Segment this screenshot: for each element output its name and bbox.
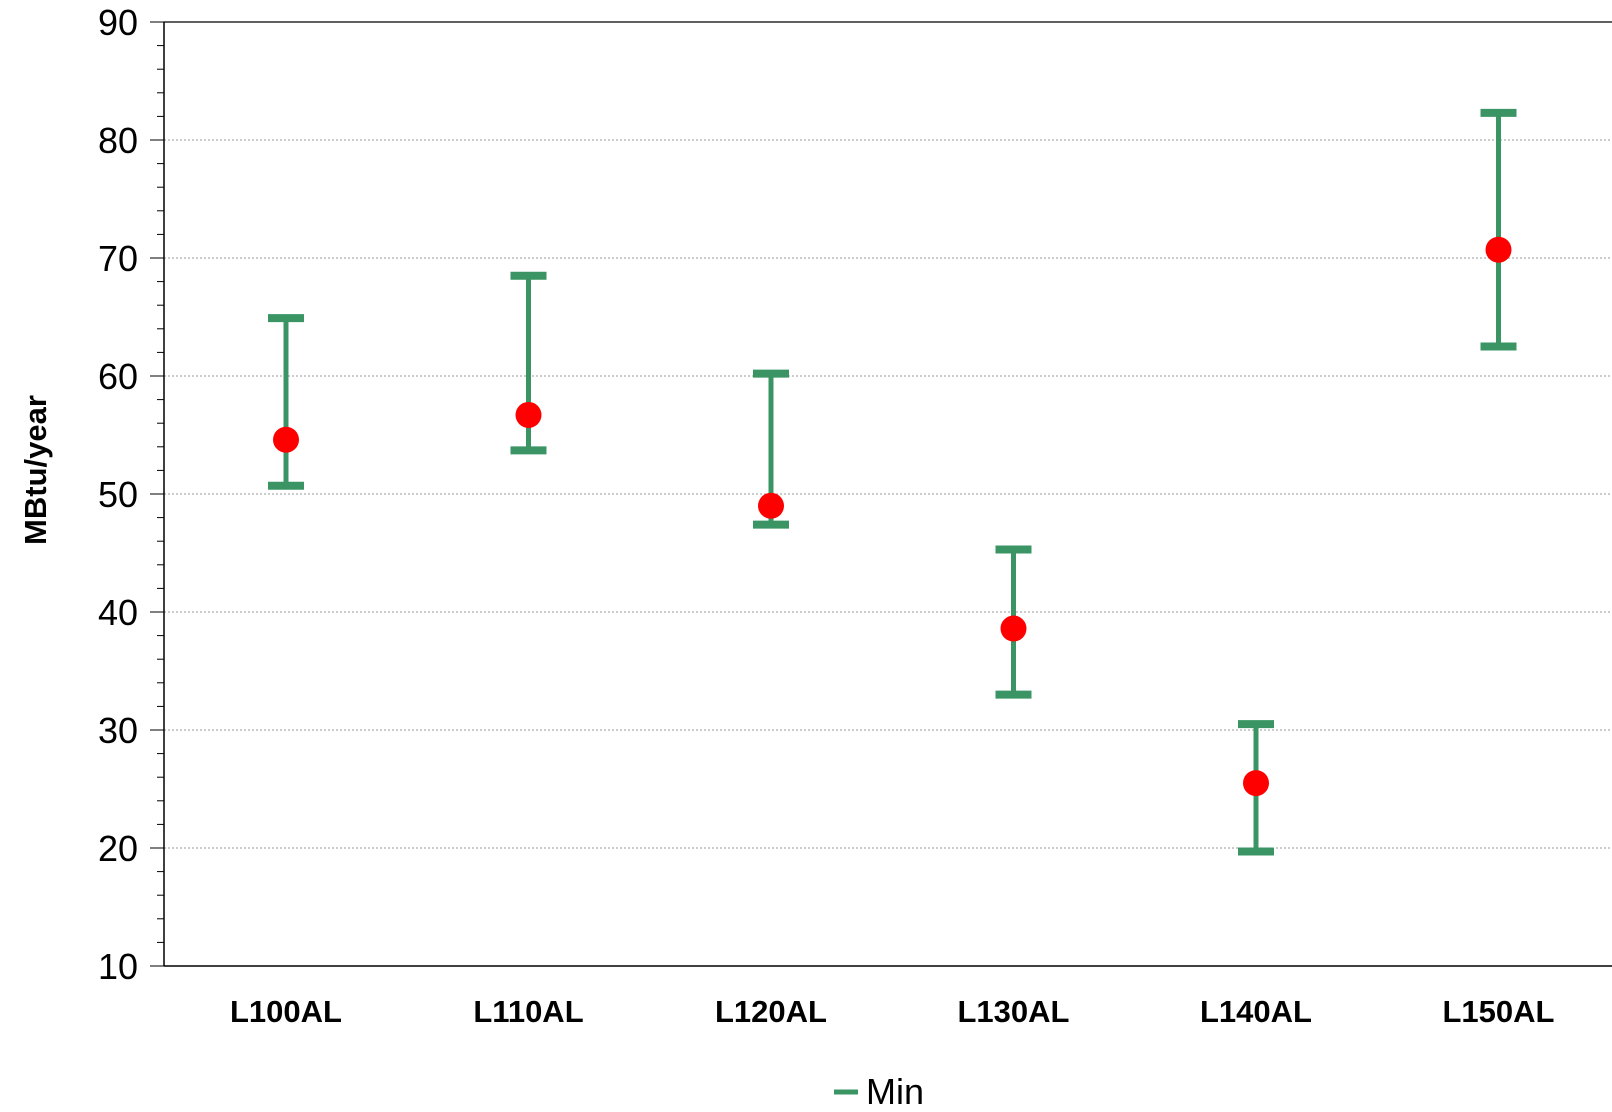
y-tick-label: 60	[98, 356, 138, 397]
x-category-label: L100AL	[230, 994, 342, 1029]
y-tick-label: 40	[98, 592, 138, 633]
y-tick-label: 10	[98, 946, 138, 987]
x-category-label: L110AL	[473, 994, 583, 1029]
data-point	[273, 426, 299, 453]
data-point	[515, 401, 542, 428]
y-tick-label: 50	[98, 474, 138, 515]
legend-label-min: Min	[866, 1071, 924, 1112]
data-point	[1000, 615, 1027, 642]
data-point	[1485, 236, 1512, 263]
x-category-labels: L100AL L110AL L120AL L130AL L140AL L150AL	[230, 994, 1554, 1029]
x-category-label: L130AL	[958, 994, 1070, 1029]
gridlines	[164, 21, 1612, 849]
y-tick-label: 90	[98, 2, 138, 43]
y-tick-label: 70	[98, 238, 138, 279]
axes	[150, 21, 1612, 967]
y-tick-label: 30	[98, 710, 138, 751]
legend: Min	[834, 1071, 924, 1112]
y-tick-label: 80	[98, 120, 138, 161]
data-point	[758, 492, 784, 519]
y-tick-label: 20	[98, 828, 138, 869]
x-category-label: L150AL	[1443, 994, 1555, 1029]
y-tick-labels: 10 20 30 40 50 60 70 80 90	[98, 2, 138, 987]
data-point	[1243, 770, 1269, 797]
x-category-label: L120AL	[715, 994, 827, 1029]
points	[273, 236, 1512, 797]
x-category-label: L140AL	[1200, 994, 1312, 1029]
y-axis-title: MBtu/year	[18, 395, 53, 545]
range-bars	[268, 108, 1517, 856]
